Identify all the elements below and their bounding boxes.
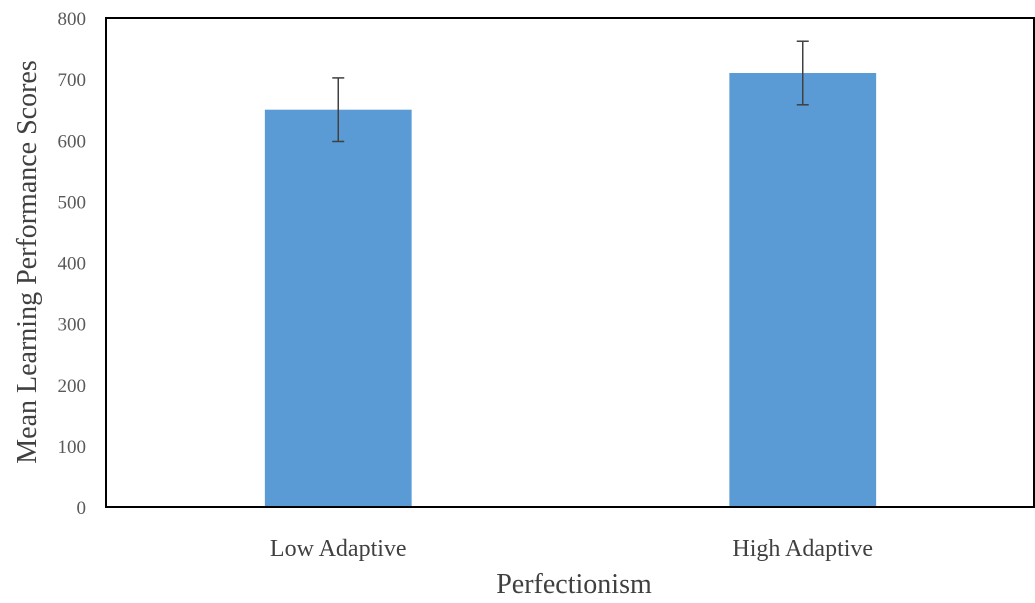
- x-category-label: High Adaptive: [732, 536, 873, 562]
- plot-frame: [105, 17, 1035, 508]
- error-bar: [796, 40, 809, 106]
- y-tick-label: 600: [58, 131, 87, 152]
- y-tick-label: 300: [58, 315, 87, 336]
- y-tick-label: 500: [58, 192, 87, 213]
- y-axis-ticks: 0 100 200 300 400 500 600 700 800: [58, 9, 87, 519]
- bar: [729, 73, 877, 507]
- y-tick-label: 200: [58, 376, 87, 397]
- y-tick-label: 0: [77, 498, 87, 519]
- x-axis-title: Perfectionism: [496, 569, 652, 600]
- y-tick-label: 800: [58, 9, 87, 30]
- y-tick-label: 100: [58, 437, 87, 458]
- bar: [264, 109, 412, 507]
- error-bar: [332, 77, 345, 143]
- y-tick-label: 700: [58, 70, 87, 91]
- y-axis-title: Mean Learning Performance Scores: [12, 60, 43, 464]
- y-tick-label: 400: [58, 254, 87, 275]
- bars: [264, 73, 877, 507]
- x-axis-categories: Low Adaptive High Adaptive: [270, 536, 873, 562]
- plot-border: [105, 17, 1035, 508]
- x-category-label: Low Adaptive: [270, 536, 407, 562]
- error-bars: [332, 40, 809, 143]
